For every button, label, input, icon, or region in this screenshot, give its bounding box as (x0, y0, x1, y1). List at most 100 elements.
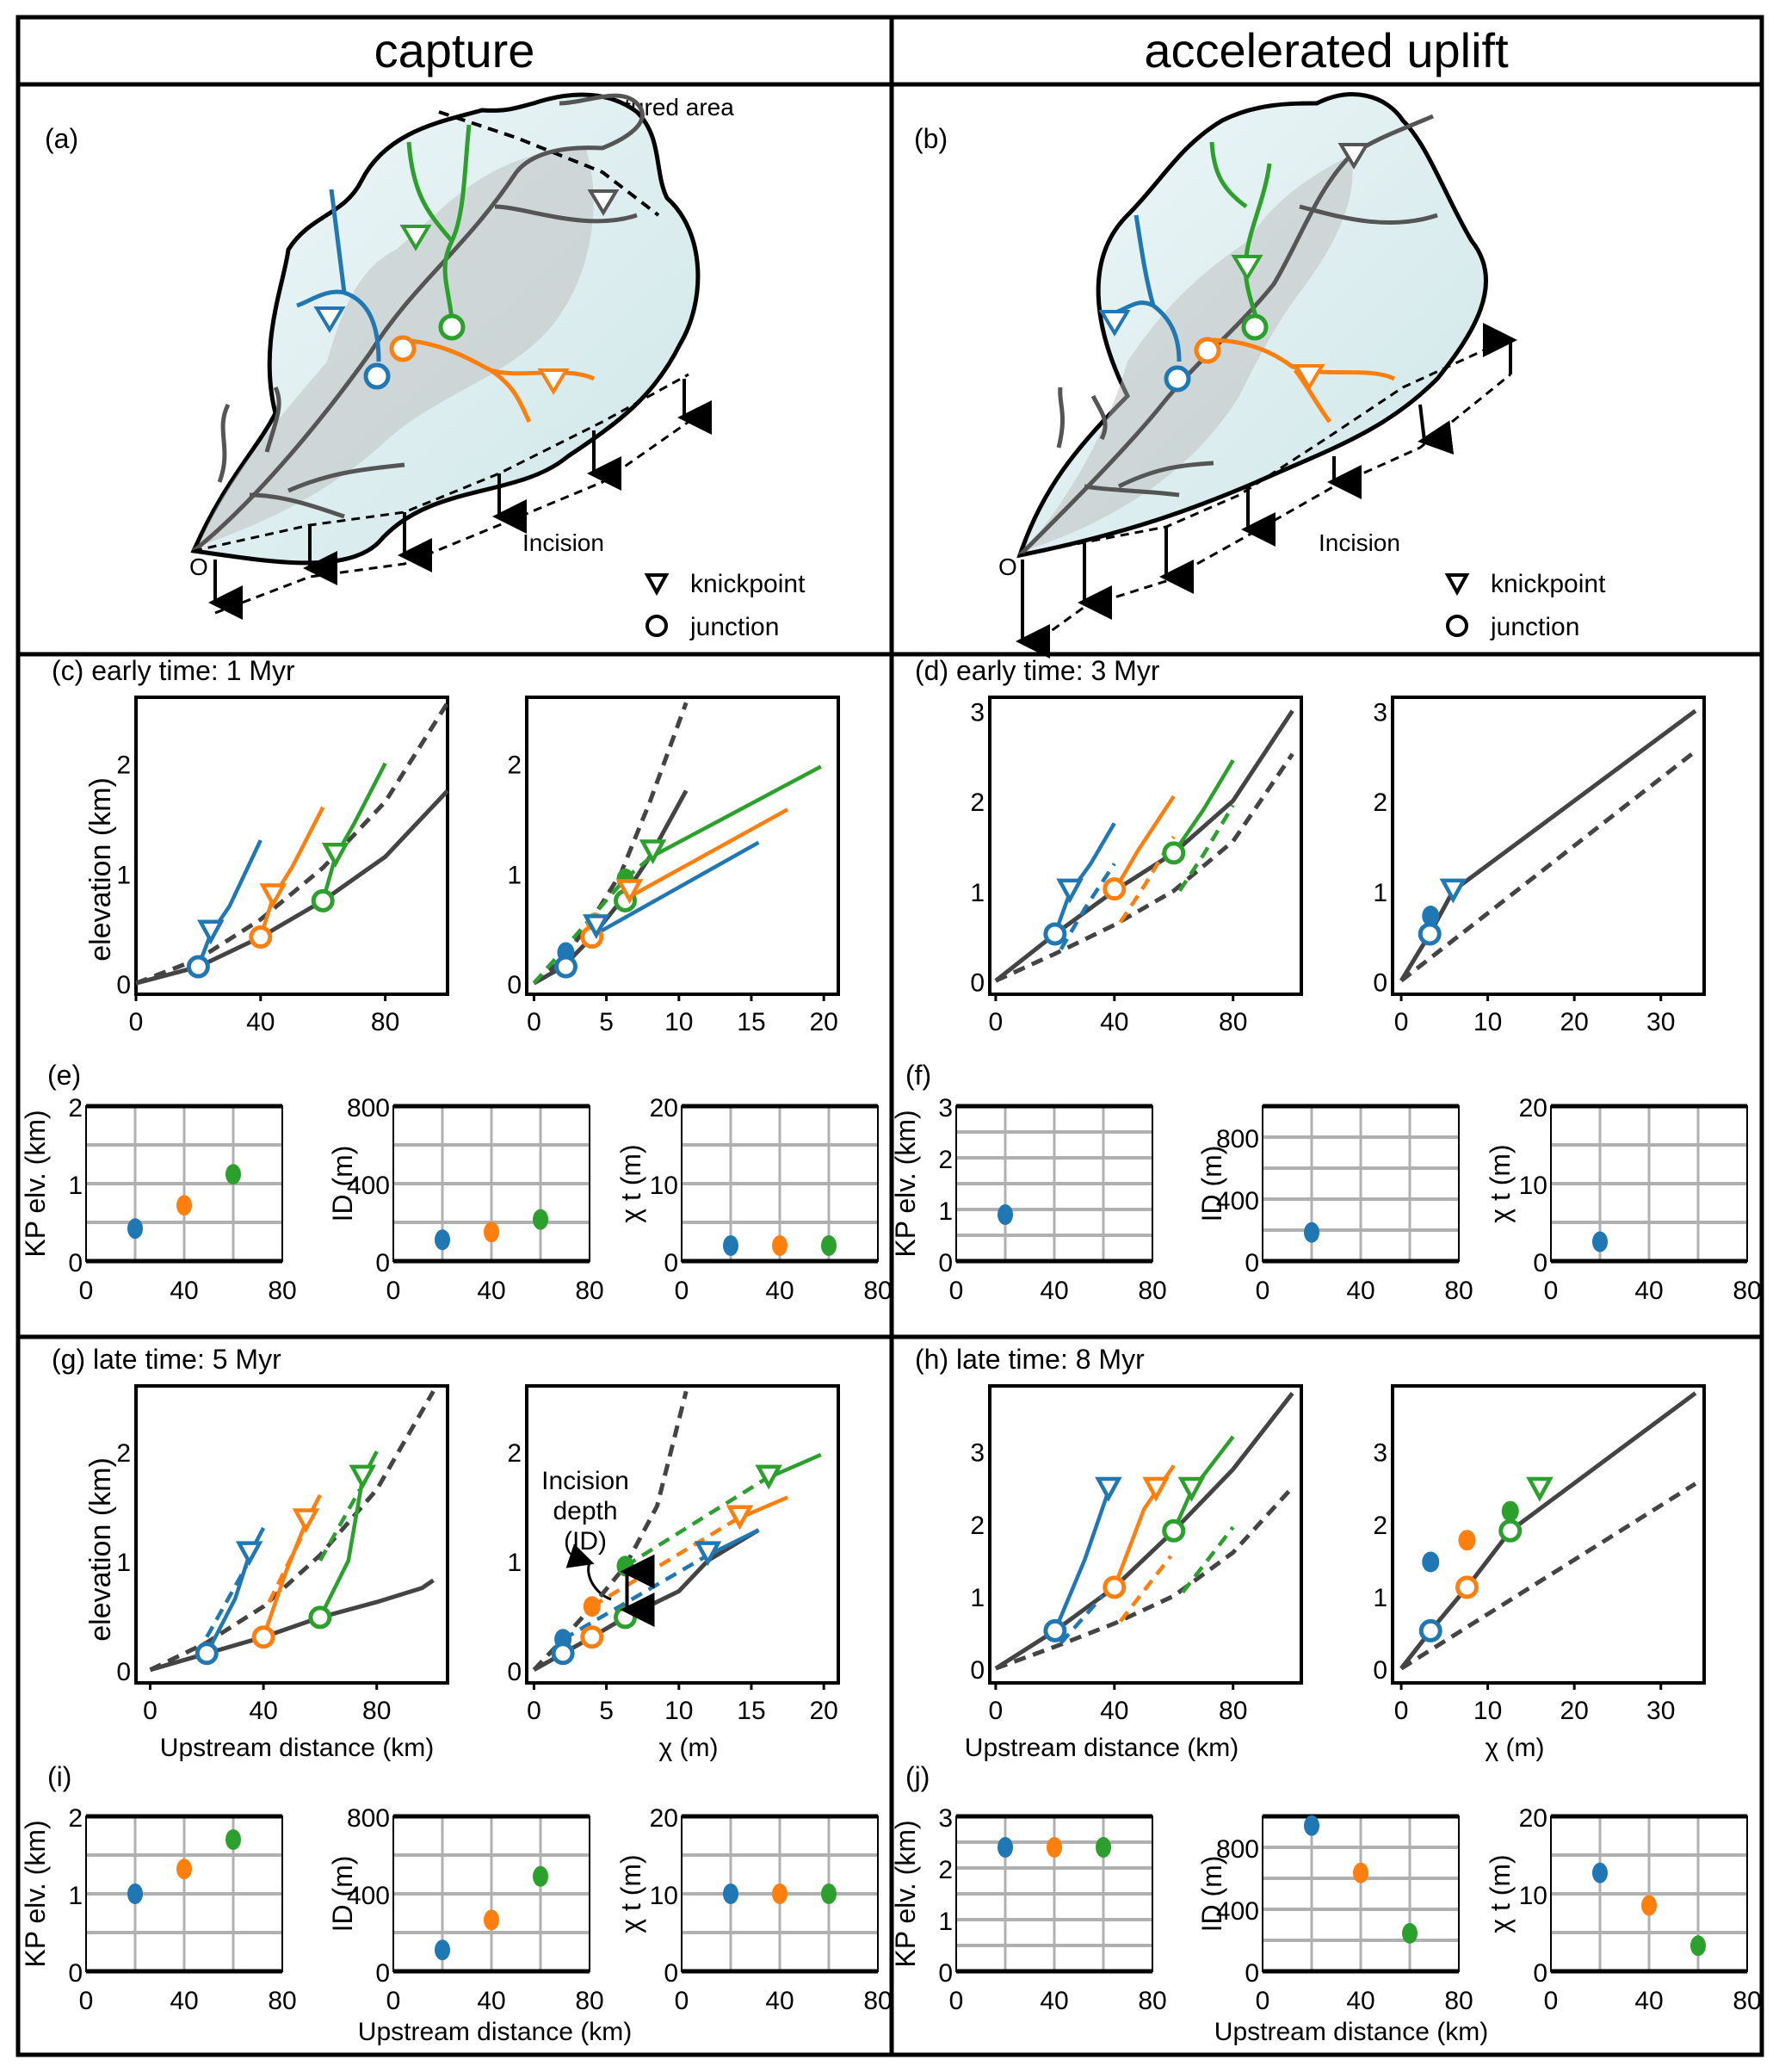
y-tick-label: 1 (938, 1908, 953, 1936)
knickpoint-marker-orange (259, 883, 287, 909)
uplift-arrows (1016, 323, 1517, 659)
y-tick-label: 0 (375, 1249, 390, 1277)
series-line-blue-d (1059, 1594, 1104, 1645)
y-tick-label: 0 (68, 1249, 83, 1277)
y-tick-label: 800 (1216, 1125, 1259, 1154)
x-tick-label: 0 (1544, 1277, 1559, 1305)
x-tick-label: 40 (1346, 1987, 1374, 2015)
y-tick-label: 1 (68, 1882, 83, 1910)
data-point-blue (1304, 1222, 1319, 1243)
plot-frame (525, 696, 840, 996)
series-line-blue (1053, 822, 1116, 935)
y-tick-label: 0 (1245, 1959, 1259, 1988)
y-tick-label: 400 (347, 1882, 390, 1910)
x-tick-label: 20 (809, 1697, 837, 1725)
series-line-green (650, 764, 822, 859)
x-tick-label: 40 (477, 1277, 505, 1305)
data-point-blue (998, 1837, 1013, 1858)
x-tick-label: 0 (949, 1987, 964, 2015)
knickpoint-blue (313, 306, 346, 333)
knickpoint-marker-blue (1056, 878, 1084, 904)
legend-knickpoint-icon (644, 573, 670, 597)
x-tick-label: 0 (675, 1987, 689, 2015)
x-tick-label: 10 (664, 1697, 693, 1725)
y-tick-label: 1 (970, 1584, 985, 1612)
series-line-orange-d (1118, 1555, 1173, 1623)
series-line-pre (995, 1486, 1294, 1671)
outlet-label: O (189, 554, 208, 580)
x-tick-label: 20 (809, 1008, 837, 1036)
knickpoint-marker-green (755, 1464, 782, 1490)
y-tick-label: 800 (347, 1804, 390, 1833)
xlabel-chi-h: χ (m) (1485, 1734, 1544, 1762)
x-tick-label: 80 (362, 1697, 391, 1725)
series-line-pre (1399, 749, 1697, 983)
y-tick-label: 0 (664, 1249, 678, 1277)
knickpoint-marker-blue (1439, 878, 1467, 904)
junction-marker-blue (186, 955, 210, 979)
y-axis-label: ID (m) (1196, 1856, 1227, 1933)
x-tick-label: 40 (1634, 1987, 1663, 2015)
x-tick-label: 40 (170, 1277, 198, 1305)
x-tick-label: 0 (143, 1697, 158, 1725)
x-tick-label: 20 (1560, 1697, 1588, 1725)
x-tick-label: 40 (1040, 1987, 1068, 2015)
series-line-blue (1053, 1490, 1111, 1632)
x-tick-label: 40 (1634, 1277, 1663, 1305)
series-line-orange (627, 807, 789, 900)
data-point-green (1402, 1922, 1418, 1944)
y-tick-label: 0 (938, 1249, 953, 1277)
panel-b-diagram: (b) (914, 92, 1606, 659)
y-tick-label: 400 (347, 1172, 390, 1200)
junction-marker-blue (1418, 1618, 1442, 1642)
junction-marker-blue (1043, 922, 1067, 946)
x-tick-label: 40 (170, 1987, 198, 2015)
x-tick-label: 0 (527, 1697, 541, 1725)
chart-title: (i) (47, 1761, 71, 1792)
y-tick-label: 0 (1373, 968, 1387, 997)
main-channel (192, 93, 645, 553)
data-point-blue (723, 1235, 738, 1256)
knickpoint-marker-green (1526, 1476, 1554, 1502)
x-tick-label: 80 (268, 1987, 296, 2015)
incision-label: Incision (1319, 529, 1400, 556)
valley-shading (1024, 155, 1353, 551)
data-point-blue (127, 1883, 143, 1904)
x-tick-label: 0 (386, 1277, 401, 1305)
data-point-blue (435, 1229, 450, 1251)
data-point-green (1096, 1837, 1111, 1858)
x-tick-label: 10 (664, 1008, 693, 1036)
filled-marker-blue (1422, 906, 1440, 927)
outlet-label: O (998, 554, 1017, 580)
x-tick-label: 0 (1544, 1987, 1559, 2015)
x-tick-label: 80 (1138, 1277, 1166, 1305)
x-tick-label: 80 (1219, 1697, 1247, 1725)
junction-marker-blue (553, 955, 578, 979)
green-tributary (406, 124, 472, 319)
data-point-green (821, 1883, 837, 1904)
y-tick-label: 0 (68, 1959, 83, 1988)
xlabel-upstream-g: Upstream distance (km) (160, 1734, 434, 1762)
data-point-blue (723, 1883, 738, 1904)
x-tick-label: 40 (477, 1987, 505, 2015)
y-tick-label: 0 (970, 968, 985, 997)
y-tick-label: 3 (1373, 699, 1387, 727)
orange-tributary (1208, 337, 1396, 424)
annotation-line2: depth (553, 1497, 617, 1525)
y-tick-label: 1 (1373, 879, 1387, 907)
x-tick-label: 0 (1394, 1008, 1409, 1036)
chart-h2: 0 10 20 30 0 1 2 3 (1373, 1384, 1706, 1725)
junction-marker-blue (1418, 922, 1442, 946)
data-point-green (1690, 1935, 1706, 1957)
chart-i3: 0 40 80 0 10 20χ t (m) (615, 1804, 893, 2015)
x-tick-label: 0 (79, 1987, 94, 2015)
filled-marker-blue (1422, 1551, 1440, 1573)
chart-title: (h) late time: 8 Myr (915, 1344, 1145, 1375)
x-tick-label: 30 (1646, 1008, 1675, 1036)
y-tick-label: 2 (116, 751, 131, 780)
series-line-orange-d (267, 1532, 306, 1604)
junction-marker-green (1162, 1518, 1186, 1543)
y-axis-label: ID (m) (1196, 1146, 1227, 1222)
y-tick-label: 0 (938, 1959, 953, 1988)
panel-a-label: (a) (45, 123, 78, 154)
